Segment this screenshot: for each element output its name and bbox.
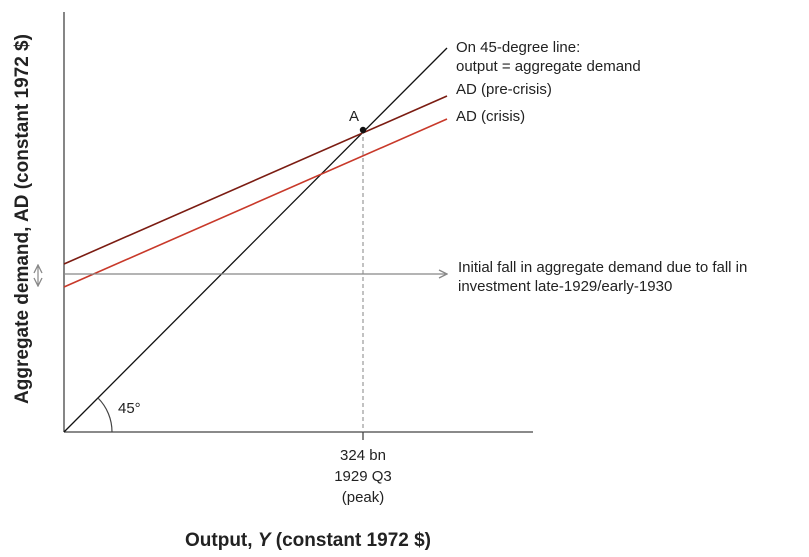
x-axis-label-part: Y bbox=[258, 530, 273, 551]
x-axis-label: Output, Y (constant 1972 $) bbox=[185, 530, 431, 551]
point-label: A bbox=[349, 108, 359, 125]
arrow-label: investment late-1929/early-1930 bbox=[458, 278, 672, 295]
line-45 bbox=[63, 47, 448, 433]
ad-pre-crisis-label: AD (pre-crisis) bbox=[456, 81, 552, 98]
angle-label: 45° bbox=[118, 400, 141, 417]
x-axis-label-part: Output, bbox=[185, 530, 258, 551]
x-axis-label-part: (constant 1972 $) bbox=[271, 530, 432, 551]
x-marker-label: 324 bn bbox=[340, 447, 386, 464]
y-axis-label: Aggregate demand, AD (constant 1972 $) bbox=[12, 34, 33, 404]
x-marker-label: (peak) bbox=[342, 489, 385, 506]
point-a bbox=[359, 126, 367, 134]
ad-crisis-label: AD (crisis) bbox=[456, 108, 525, 125]
ad-crisis-line bbox=[63, 118, 448, 288]
angle-arc bbox=[97, 397, 113, 433]
ad-pre-crisis-line bbox=[63, 95, 448, 265]
arrow-label: Initial fall in aggregate demand due to … bbox=[458, 259, 747, 276]
x-marker-label: 1929 Q3 bbox=[334, 468, 392, 485]
line-45-label: output = aggregate demand bbox=[456, 58, 641, 75]
line-45-label: On 45-degree line: bbox=[456, 39, 580, 56]
